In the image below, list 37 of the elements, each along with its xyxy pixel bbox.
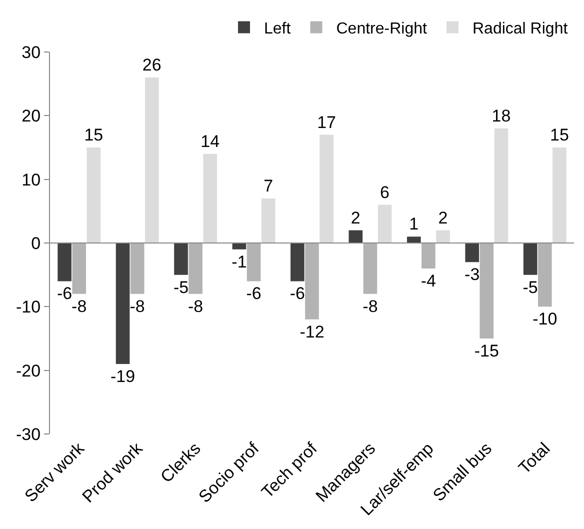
data-label: 14 bbox=[200, 132, 220, 151]
legend-label: Left bbox=[264, 20, 292, 38]
data-label: -8 bbox=[362, 296, 378, 316]
data-label: -4 bbox=[420, 271, 436, 290]
y-tick-label: 30 bbox=[22, 42, 41, 62]
data-label: 2 bbox=[438, 208, 448, 228]
data-label: -1 bbox=[232, 252, 247, 272]
data-label: -5 bbox=[173, 278, 189, 297]
data-label: -3 bbox=[464, 265, 480, 284]
data-label: -8 bbox=[130, 296, 145, 316]
data-label: 17 bbox=[317, 112, 336, 132]
data-label: -10 bbox=[532, 310, 558, 329]
data-label: 15 bbox=[550, 126, 569, 144]
legend-label: Centre-Right bbox=[336, 20, 428, 38]
data-label: 26 bbox=[142, 55, 162, 74]
y-tick-label: -10 bbox=[16, 298, 41, 317]
data-label: 2 bbox=[350, 208, 360, 228]
data-label: -12 bbox=[300, 322, 324, 342]
data-label: -19 bbox=[110, 366, 136, 386]
y-tick-label: 0 bbox=[31, 234, 41, 253]
legend-label: Radical Right bbox=[472, 20, 568, 38]
data-label: 7 bbox=[264, 176, 274, 196]
y-tick-label: 10 bbox=[22, 170, 41, 190]
y-tick-label: -30 bbox=[16, 424, 41, 444]
data-label: -15 bbox=[474, 342, 499, 360]
data-label: -8 bbox=[72, 296, 87, 316]
data-label: -6 bbox=[290, 284, 306, 304]
y-tick-label: 20 bbox=[22, 106, 41, 126]
data-label: -8 bbox=[188, 296, 204, 316]
y-tick-label: -20 bbox=[16, 361, 41, 380]
data-label: -5 bbox=[522, 278, 538, 297]
data-label: 1 bbox=[409, 214, 419, 234]
data-label: -6 bbox=[56, 284, 72, 304]
data-label: 6 bbox=[380, 182, 390, 202]
data-label: 18 bbox=[492, 106, 511, 126]
data-label: 15 bbox=[84, 126, 104, 144]
data-label: -6 bbox=[246, 284, 262, 304]
